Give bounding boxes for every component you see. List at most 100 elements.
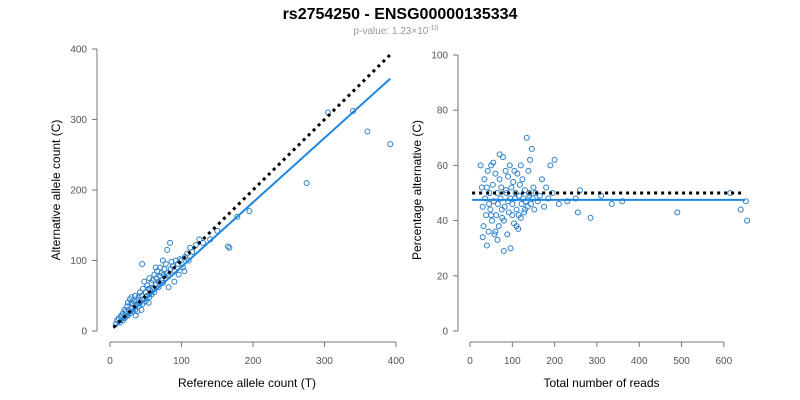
data-point [515, 212, 522, 219]
data-point [485, 228, 492, 235]
data-point [526, 190, 533, 196]
data-point [246, 208, 253, 215]
data-point [504, 231, 511, 238]
data-point [491, 231, 498, 238]
data-point [674, 209, 681, 216]
data-point [159, 257, 166, 264]
x-tick-label: 0 [467, 356, 473, 367]
data-point [483, 184, 490, 191]
data-point [509, 201, 516, 208]
data-point [492, 228, 499, 235]
data-point [226, 244, 233, 251]
x-tick-label: 500 [673, 356, 690, 367]
data-point [574, 209, 581, 216]
data-point [514, 170, 521, 177]
data-point [525, 167, 532, 174]
x-tick-label: 100 [504, 356, 521, 367]
data-point [505, 173, 512, 180]
data-point [506, 162, 513, 169]
x-tick-label: 600 [716, 356, 733, 367]
data-point [541, 203, 548, 210]
figure-subtitle: p-value: 1.23×10-10 [354, 25, 439, 37]
data-point [518, 201, 525, 208]
y-tick-label: 80 [437, 106, 449, 117]
data-point [500, 217, 507, 224]
right-scatter-panel: 0 100 200 300 400 500 600 0 20 40 60 80 100 Total num… [410, 51, 751, 390]
data-point [139, 285, 146, 292]
subtitle-pvalue-prefix: p-value: 1.23×10 [354, 26, 429, 37]
data-point [128, 294, 135, 301]
data-point [502, 167, 509, 174]
data-point [516, 181, 523, 188]
data-point [224, 243, 231, 250]
y-tick-label: 200 [70, 186, 87, 197]
y-tick-label: 40 [437, 216, 449, 227]
data-point [522, 187, 528, 194]
data-point [494, 201, 501, 208]
data-point [483, 242, 490, 249]
data-point [490, 159, 497, 166]
data-point [162, 261, 169, 268]
x-tick-label: 300 [589, 356, 606, 367]
data-point [165, 284, 172, 291]
fit-line [112, 77, 391, 329]
y-tick-label: 20 [437, 271, 449, 282]
data-point [121, 306, 128, 313]
x-axis-label: Reference allele count (T) [178, 376, 316, 390]
data-point [608, 201, 615, 208]
data-point [364, 128, 371, 135]
data-point [486, 201, 493, 208]
data-point [521, 209, 528, 216]
data-point [507, 195, 514, 202]
data-point [185, 257, 192, 264]
data-point [387, 141, 394, 148]
data-point [522, 198, 529, 205]
data-point [138, 306, 145, 313]
data-point [151, 289, 158, 296]
data-point [139, 261, 146, 268]
data-point [164, 246, 171, 253]
data-point [175, 271, 182, 278]
reference-line [112, 53, 392, 329]
y-axis-label: Alternative allele count (C) [49, 120, 63, 261]
data-point [167, 239, 174, 246]
data-point [516, 192, 523, 199]
data-point [181, 268, 188, 275]
data-point [513, 223, 520, 230]
data-point [489, 181, 496, 188]
data-point [497, 195, 504, 202]
data-point [742, 198, 749, 205]
y-tick-label: 60 [437, 161, 449, 172]
data-point [587, 214, 594, 221]
y-tick-label: 300 [70, 115, 87, 126]
data-point [496, 151, 503, 158]
data-point [128, 299, 135, 306]
data-point [492, 170, 499, 177]
data-point [547, 162, 554, 169]
data-point [303, 179, 310, 186]
y-tick-label: 400 [70, 45, 87, 56]
data-point [744, 217, 751, 224]
data-point [531, 206, 538, 213]
data-point [498, 184, 505, 191]
data-point [495, 223, 502, 230]
data-point [619, 198, 626, 205]
data-point [507, 245, 514, 252]
x-axis-label: Total number of reads [543, 376, 659, 390]
data-point [489, 217, 495, 224]
left-scatter-panel: 0 100 200 300 400 0 100 200 300 400 Reference alle… [49, 45, 405, 391]
data-point [502, 187, 509, 194]
y-tick-label: 100 [431, 51, 448, 62]
data-point [505, 209, 512, 216]
y-tick-label: 100 [70, 256, 87, 267]
figure-title: rs2754250 - ENSG00000135334 [283, 6, 518, 23]
x-tick-label: 400 [631, 356, 648, 367]
data-point [498, 206, 505, 213]
data-point [478, 184, 485, 191]
data-point [545, 195, 552, 202]
data-point [487, 206, 494, 213]
data-point [484, 167, 491, 174]
data-point [137, 289, 144, 296]
data-point [234, 213, 241, 220]
